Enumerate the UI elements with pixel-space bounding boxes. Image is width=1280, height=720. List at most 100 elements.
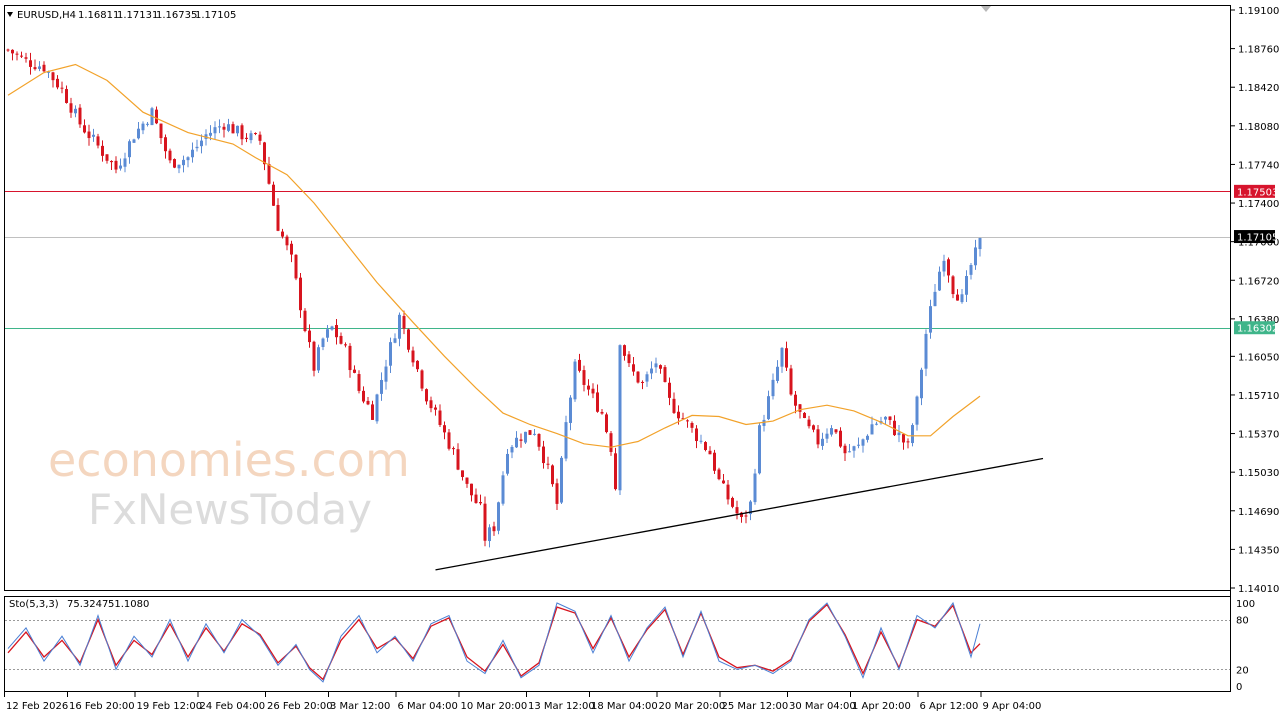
candle-body <box>942 260 946 272</box>
ma-line <box>7 63 981 448</box>
stoch-tick-label: 100 <box>1236 599 1255 610</box>
candle-body <box>290 243 293 255</box>
time-tick-label: 12 Feb 2026 <box>6 701 68 712</box>
candle-body <box>866 435 869 440</box>
candle-body <box>146 123 149 125</box>
candle-body <box>821 438 824 446</box>
candle-body <box>965 276 968 295</box>
candle-body <box>591 388 595 394</box>
candle-body <box>56 78 59 88</box>
candle-body <box>164 137 167 152</box>
price-tick-label: 1.15370 <box>1238 430 1279 441</box>
candle-body <box>623 345 626 356</box>
candle-body <box>177 164 181 169</box>
candle-body <box>506 453 509 474</box>
header-symbol: EURUSD,H4 <box>17 10 76 21</box>
candle-body <box>771 379 775 397</box>
candle-body <box>659 365 662 369</box>
candle-body <box>218 126 221 128</box>
watermark-economies: economies.com <box>48 433 410 487</box>
candle-body <box>87 131 91 139</box>
candle-body <box>425 389 428 402</box>
price-tag-support: 1.16302 <box>1237 324 1278 335</box>
candle-body <box>15 53 19 55</box>
candle-body <box>740 512 743 517</box>
candle-body <box>758 425 761 474</box>
candle-body <box>951 276 955 295</box>
candle-body <box>474 494 478 504</box>
price-tick-label: 1.15710 <box>1238 391 1279 402</box>
candle-body <box>978 238 982 250</box>
candle-body <box>461 470 464 477</box>
candle-body <box>186 157 190 161</box>
candle-body <box>843 445 847 454</box>
candle-body <box>524 431 527 443</box>
trendline <box>435 457 1044 571</box>
candle-body <box>551 465 554 485</box>
stoch-panel-frame <box>4 596 1231 692</box>
candle-body <box>762 419 766 426</box>
candle-body <box>438 410 442 425</box>
candle-body <box>690 423 694 428</box>
price-tag-current: 1.17105 <box>1237 233 1278 244</box>
candle-body <box>839 430 842 447</box>
candle-body <box>888 416 892 420</box>
candle-body <box>465 477 469 484</box>
candle-body <box>780 347 784 367</box>
candle-body <box>515 437 518 448</box>
candle-body <box>488 527 491 542</box>
shift-marker-icon[interactable] <box>981 6 991 12</box>
candle-body <box>717 469 721 480</box>
candle-body <box>911 425 914 444</box>
candle-body <box>65 89 68 103</box>
candle-body <box>321 338 325 347</box>
time-tick-label: 6 Apr 12:00 <box>920 701 979 712</box>
candle-body <box>344 344 347 346</box>
candle-body <box>114 160 118 170</box>
candle-body <box>209 132 212 136</box>
price-tick-label: 1.19100 <box>1238 6 1279 17</box>
candle-body <box>366 400 370 405</box>
candle-body <box>254 133 257 135</box>
candle-body <box>672 398 676 413</box>
candle-body <box>897 432 901 436</box>
price-tick-label: 1.14690 <box>1238 507 1279 518</box>
candle-body <box>893 420 896 436</box>
candle-body <box>245 137 248 139</box>
candle-body <box>312 341 316 371</box>
candle-body <box>47 71 50 73</box>
candle-body <box>492 526 496 532</box>
candle-body <box>902 434 905 443</box>
candle-body <box>753 473 757 503</box>
candle-body <box>141 123 145 131</box>
candle-body <box>744 515 748 517</box>
candle-body <box>857 444 860 446</box>
price-tick-label: 1.18080 <box>1238 122 1279 133</box>
stochastic-lines <box>5 601 1230 683</box>
candle-body <box>605 414 608 433</box>
candle-body <box>668 382 671 398</box>
candle-body <box>803 412 806 419</box>
candle-body <box>578 359 581 371</box>
candle-body <box>434 407 437 410</box>
candle-body <box>69 103 73 113</box>
candle-body <box>834 429 838 433</box>
time-tick-label: 9 Apr 04:00 <box>983 701 1042 712</box>
candle-body <box>731 497 734 507</box>
dropdown-triangle-icon[interactable] <box>7 12 13 17</box>
price-tick-label: 1.15030 <box>1238 468 1279 479</box>
candle-body <box>564 422 568 459</box>
candle-body <box>596 392 599 412</box>
price-tag-current-bg <box>1234 230 1275 244</box>
candle-body <box>708 450 712 455</box>
candle-body <box>200 140 203 147</box>
candle-body <box>222 126 226 130</box>
candle-body <box>353 369 356 373</box>
candle-body <box>852 446 856 451</box>
candle-body <box>362 390 365 402</box>
candle-body <box>929 306 932 333</box>
candle-body <box>555 483 559 504</box>
time-tick-label: 25 Mar 12:00 <box>722 701 789 712</box>
stoch-tick-label: 80 <box>1236 616 1249 627</box>
